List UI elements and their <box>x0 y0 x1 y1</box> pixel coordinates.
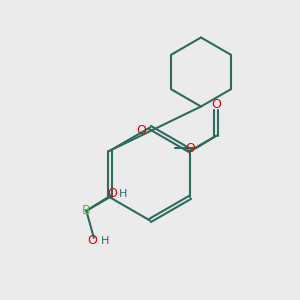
Text: O: O <box>185 142 195 155</box>
Text: B: B <box>82 204 91 217</box>
Text: O: O <box>211 98 221 111</box>
Text: O: O <box>87 234 97 247</box>
Text: H: H <box>119 189 127 199</box>
Text: H: H <box>101 236 110 246</box>
Text: O: O <box>107 187 117 200</box>
Text: O: O <box>136 124 146 137</box>
